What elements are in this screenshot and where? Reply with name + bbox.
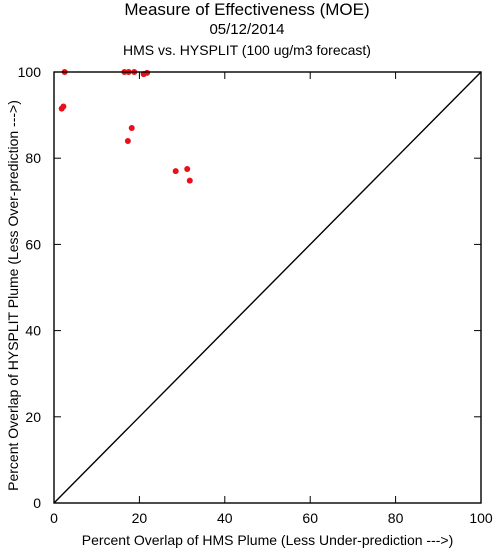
- y-tick-label: 80: [25, 150, 41, 166]
- data-point: [60, 103, 67, 110]
- x-tick-label: 100: [469, 510, 493, 526]
- y-tick-label: 0: [33, 495, 41, 511]
- y-tick-label: 100: [18, 64, 42, 80]
- x-tick-label: 60: [302, 510, 318, 526]
- y-tick-label: 60: [25, 236, 41, 252]
- x-axis-ticks: 0 20 40 60 80 100: [50, 72, 493, 526]
- y-axis-label: Percent Overlap of HYSPLIT Plume (Less O…: [5, 100, 21, 491]
- chart-subtitle: HMS vs. HYSPLIT (100 ug/m3 forecast): [123, 42, 371, 58]
- y-tick-label: 40: [25, 323, 41, 339]
- data-point: [186, 177, 193, 184]
- chart-title: Measure of Effectiveness (MOE): [124, 0, 370, 19]
- y-axis-ticks: 0 20 40 60 80 100: [18, 64, 481, 511]
- data-points: [58, 69, 193, 184]
- data-point: [128, 125, 135, 132]
- x-tick-label: 40: [217, 510, 233, 526]
- x-tick-label: 0: [50, 510, 58, 526]
- y-tick-label: 20: [25, 409, 41, 425]
- x-axis-label: Percent Overlap of HMS Plume (Less Under…: [82, 532, 454, 548]
- data-point: [124, 137, 131, 144]
- x-tick-label: 20: [132, 510, 148, 526]
- data-point: [184, 165, 191, 172]
- plot-frame: [53, 71, 482, 504]
- reference-diagonal-line: [53, 71, 482, 504]
- chart-date: 05/12/2014: [209, 21, 285, 38]
- data-point: [144, 69, 151, 76]
- x-tick-label: 80: [388, 510, 404, 526]
- data-point: [172, 168, 179, 175]
